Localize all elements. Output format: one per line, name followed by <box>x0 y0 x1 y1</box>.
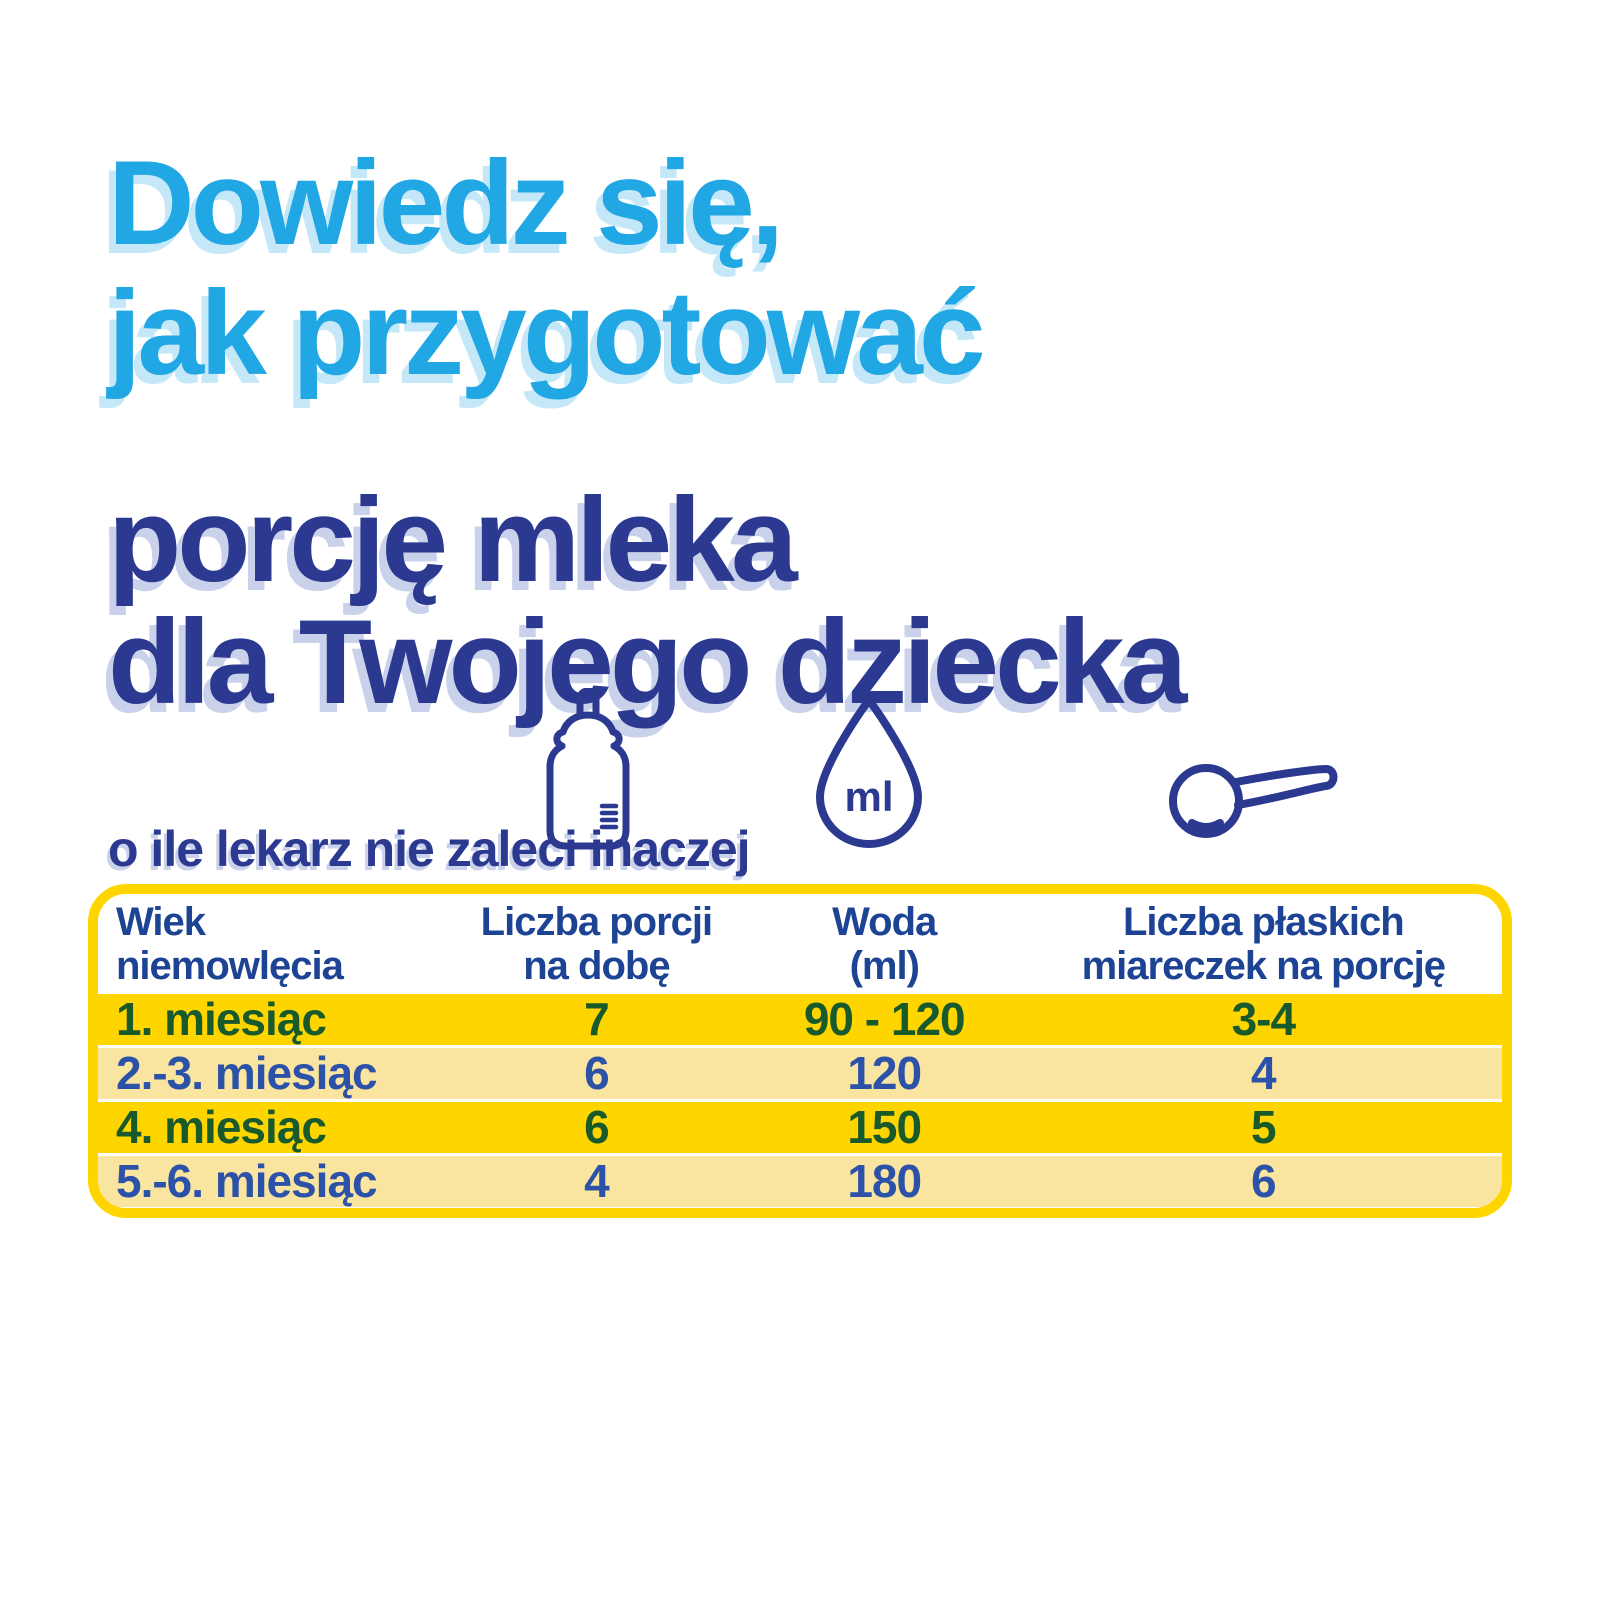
table-row: 1. miesiąc 7 90 - 120 3-4 <box>98 994 1502 1045</box>
headline-dark-line1: porcję mleka <box>108 472 798 607</box>
table-row: 5.-6. miesiąc 4 180 6 <box>98 1156 1502 1207</box>
cell-age: 4. miesiąc <box>116 1101 327 1153</box>
cell-scoops: 3-4 <box>1231 993 1296 1045</box>
headline-dark-line2: dla Twojego dziecka <box>108 594 1187 729</box>
headline-light: Dowiedz się, jak przygotować <box>108 138 1183 398</box>
table-header-row: Wiek niemowlęcia Liczba porcji na dobę W… <box>98 894 1502 994</box>
measuring-scoop-icon <box>1168 758 1344 842</box>
cell-portions: 6 <box>584 1101 610 1153</box>
cell-water: 180 <box>847 1155 922 1207</box>
cell-portions: 4 <box>584 1155 610 1207</box>
cell-age: 2.-3. miesiąc <box>116 1047 378 1099</box>
headline-light-line1: Dowiedz się, <box>108 136 784 271</box>
headline-dark: porcję mleka dla Twojego dziecka <box>108 472 1187 729</box>
cell-age: 5.-6. miesiąc <box>116 1155 378 1207</box>
column-header-portions: Liczba porcji na dobę <box>480 900 713 988</box>
table-row: 4. miesiąc 6 150 5 <box>98 1102 1502 1153</box>
dosage-table: Wiek niemowlęcia Liczba porcji na dobę W… <box>88 884 1512 1218</box>
headline-light-line2: jak przygotować <box>108 266 986 401</box>
cell-portions: 6 <box>584 1047 610 1099</box>
cell-scoops: 5 <box>1251 1101 1277 1153</box>
cell-water: 120 <box>847 1047 922 1099</box>
cell-portions: 7 <box>584 993 610 1045</box>
cell-scoops: 4 <box>1251 1047 1277 1099</box>
column-header-age: Wiek niemowlęcia <box>116 900 344 988</box>
cell-water: 150 <box>847 1101 922 1153</box>
cell-scoops: 6 <box>1251 1155 1277 1207</box>
water-drop-icon: ml <box>810 694 928 852</box>
drop-ml-label: ml <box>844 773 893 820</box>
cell-water: 90 - 120 <box>803 993 966 1045</box>
baby-bottle-icon <box>546 688 630 854</box>
cell-age: 1. miesiąc <box>116 993 327 1045</box>
table-row: 2.-3. miesiąc 6 120 4 <box>98 1048 1502 1099</box>
column-header-scoops: Liczba płaskich miareczek na porcję <box>1081 900 1446 988</box>
hero-section: Dowiedz się, jak przygotować porcję mlek… <box>108 58 1187 926</box>
disclaimer-subtitle: o ile lekarz nie zaleci inaczej <box>108 821 751 878</box>
column-header-water: Woda (ml) <box>832 900 937 988</box>
